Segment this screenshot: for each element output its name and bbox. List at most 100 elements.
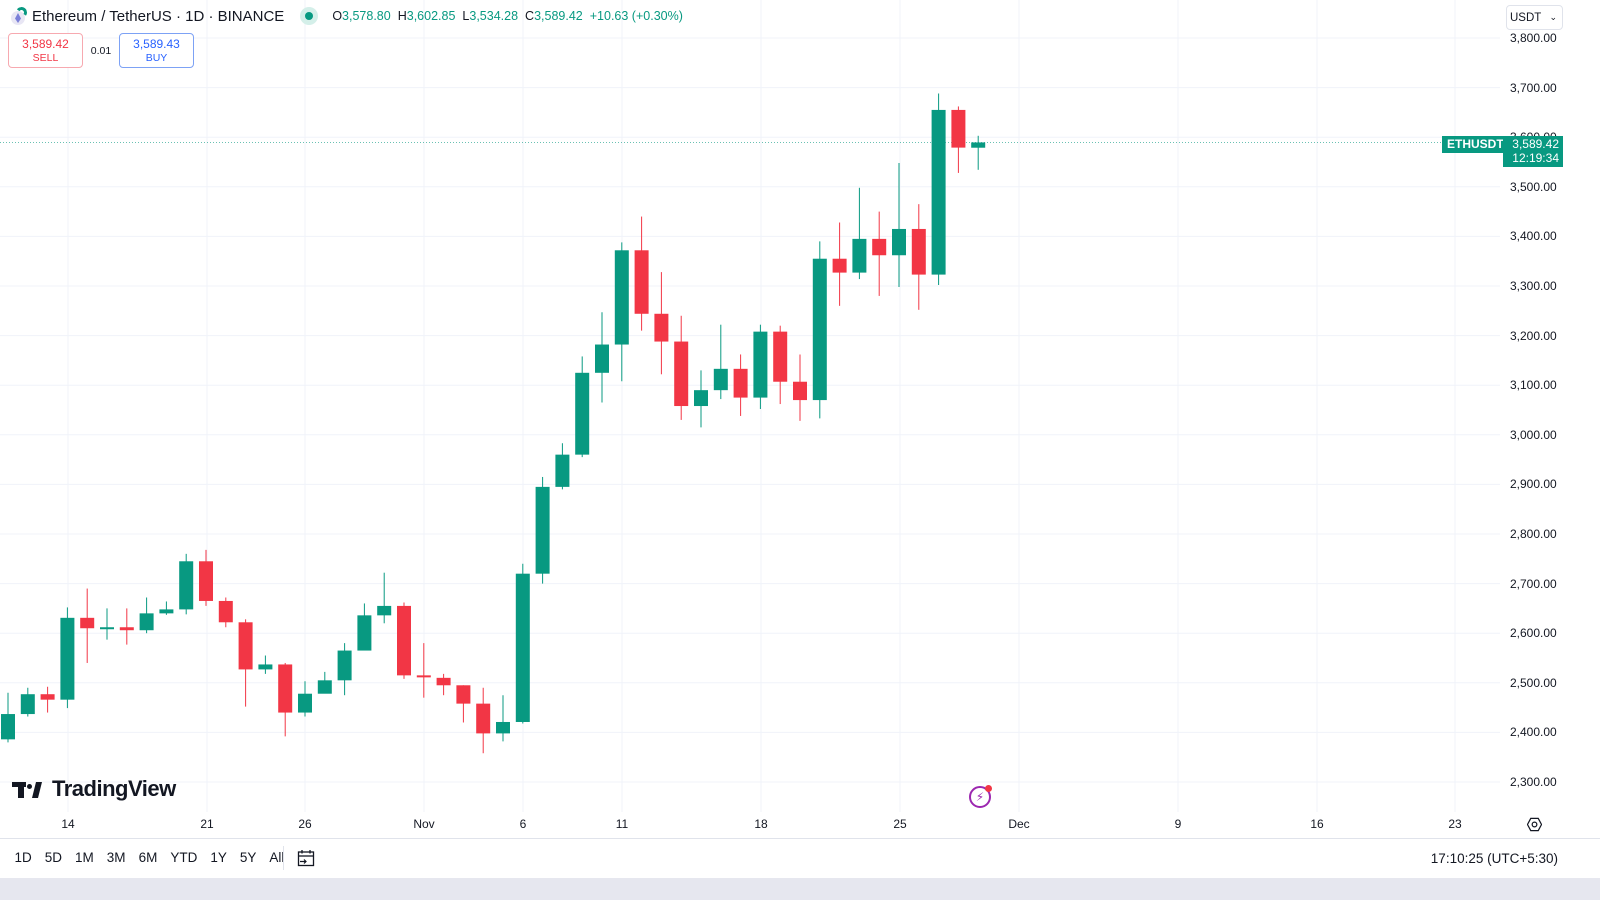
price-axis-label: 3,100.00 bbox=[1510, 378, 1557, 393]
candle[interactable] bbox=[238, 619, 253, 707]
candle[interactable] bbox=[595, 312, 609, 403]
time-axis[interactable]: 14 21 26 Nov 6 11 18 25 Dec 9 16 23 bbox=[0, 814, 1600, 836]
candle[interactable] bbox=[20, 687, 35, 717]
candle[interactable] bbox=[397, 602, 411, 679]
candle[interactable] bbox=[496, 695, 510, 742]
candle[interactable] bbox=[159, 601, 174, 615]
settings-gear-icon[interactable] bbox=[1527, 817, 1542, 832]
candle-body bbox=[139, 613, 154, 631]
candlestick-chart[interactable] bbox=[0, 0, 1600, 838]
candle-body bbox=[100, 627, 114, 630]
currency-selector[interactable]: USDT ⌄ bbox=[1506, 5, 1563, 30]
go-to-date-calendar-icon[interactable] bbox=[296, 848, 316, 868]
candle[interactable] bbox=[119, 608, 134, 645]
candle-body bbox=[535, 486, 550, 574]
candle[interactable] bbox=[60, 607, 75, 709]
candle[interactable] bbox=[971, 135, 986, 170]
time-axis-label: 23 bbox=[1448, 817, 1462, 831]
candle[interactable] bbox=[773, 325, 788, 405]
range-button-1y[interactable]: 1Y bbox=[210, 850, 227, 865]
candle[interactable] bbox=[911, 204, 926, 310]
candle[interactable] bbox=[674, 315, 689, 420]
candle[interactable] bbox=[852, 187, 867, 280]
candle[interactable] bbox=[634, 216, 649, 331]
candle[interactable] bbox=[476, 687, 491, 754]
candle-body bbox=[20, 694, 35, 715]
candle[interactable] bbox=[317, 671, 332, 694]
candle[interactable] bbox=[694, 370, 708, 428]
candle[interactable] bbox=[218, 597, 233, 628]
lightning-event-icon[interactable]: ⚡ bbox=[969, 785, 992, 808]
candle-body bbox=[60, 617, 75, 700]
range-button-3m[interactable]: 3M bbox=[106, 850, 126, 865]
candle[interactable] bbox=[278, 662, 293, 737]
range-button-5d[interactable]: 5D bbox=[44, 850, 63, 865]
toolbar-divider bbox=[283, 846, 284, 870]
candle[interactable] bbox=[892, 162, 906, 287]
candle[interactable] bbox=[139, 597, 154, 634]
candle[interactable] bbox=[40, 686, 55, 713]
candle[interactable] bbox=[416, 643, 431, 698]
candle[interactable] bbox=[357, 603, 372, 651]
candle[interactable] bbox=[258, 655, 273, 674]
candle[interactable] bbox=[872, 211, 887, 296]
candle-body bbox=[397, 605, 411, 676]
candle-body bbox=[40, 694, 55, 700]
candle[interactable] bbox=[931, 93, 946, 286]
candle[interactable] bbox=[753, 324, 768, 410]
candle[interactable] bbox=[654, 272, 669, 375]
candle[interactable] bbox=[80, 588, 95, 663]
candle[interactable] bbox=[179, 553, 194, 615]
candle[interactable] bbox=[535, 476, 550, 584]
candle[interactable] bbox=[812, 241, 827, 419]
candle[interactable] bbox=[793, 354, 807, 421]
time-axis-label: 16 bbox=[1310, 817, 1324, 831]
candle[interactable] bbox=[555, 443, 570, 490]
range-button-5y[interactable]: 5Y bbox=[239, 850, 257, 865]
price-axis-label: 2,700.00 bbox=[1510, 576, 1557, 591]
range-button-6m[interactable]: 6M bbox=[138, 850, 158, 865]
candle[interactable] bbox=[575, 356, 590, 458]
price-axis-label: 3,800.00 bbox=[1510, 31, 1557, 45]
range-button-1d[interactable]: 1D bbox=[14, 850, 32, 865]
range-button-all[interactable]: All bbox=[269, 850, 285, 865]
sell-button[interactable]: 3,589.42 SELL bbox=[8, 33, 83, 68]
candle[interactable] bbox=[456, 685, 471, 723]
chart-pane[interactable]: Ethereum / TetherUS · 1D · BINANCE O3,57… bbox=[0, 0, 1600, 838]
candle[interactable] bbox=[515, 563, 530, 724]
high-value: 3,602.85 bbox=[406, 9, 456, 23]
candle[interactable] bbox=[733, 354, 748, 416]
buy-button[interactable]: 3,589.43 BUY bbox=[119, 33, 194, 68]
candle[interactable] bbox=[951, 106, 966, 173]
range-button-1m[interactable]: 1M bbox=[75, 850, 94, 865]
time-axis-label: 9 bbox=[1174, 817, 1182, 831]
candle-body bbox=[832, 258, 847, 273]
candle[interactable] bbox=[1, 692, 15, 743]
candle-body bbox=[1, 714, 15, 740]
symbol-legend: Ethereum / TetherUS · 1D · BINANCE O3,57… bbox=[10, 6, 683, 25]
tradingview-watermark[interactable]: TradingView bbox=[12, 776, 176, 802]
candle[interactable] bbox=[199, 549, 213, 606]
range-button-ytd[interactable]: YTD bbox=[170, 850, 198, 865]
close-value: 3,589.42 bbox=[534, 9, 583, 23]
candle-body bbox=[852, 238, 867, 273]
candle-body bbox=[476, 703, 491, 734]
candle-body bbox=[258, 664, 273, 670]
candle-body bbox=[555, 454, 570, 487]
low-value: 3,534.28 bbox=[469, 9, 519, 23]
candle[interactable] bbox=[298, 681, 312, 717]
symbol-title[interactable]: Ethereum / TetherUS · 1D · BINANCE bbox=[32, 7, 285, 25]
candle[interactable] bbox=[614, 242, 629, 382]
candle[interactable] bbox=[436, 673, 451, 696]
candle[interactable] bbox=[100, 608, 114, 640]
candle[interactable] bbox=[337, 643, 352, 696]
candle-body bbox=[753, 331, 768, 398]
candle[interactable] bbox=[832, 222, 847, 306]
candle[interactable] bbox=[377, 572, 392, 624]
candle-body bbox=[179, 561, 194, 610]
bar-countdown: 12:19:34 bbox=[1512, 151, 1559, 165]
timezone-clock[interactable]: 17:10:25 (UTC+5:30) bbox=[1430, 851, 1558, 866]
market-open-status-icon[interactable] bbox=[300, 7, 319, 25]
candle[interactable] bbox=[713, 324, 728, 400]
last-price-marker: 3,589.42 12:19:34 bbox=[1503, 136, 1563, 167]
